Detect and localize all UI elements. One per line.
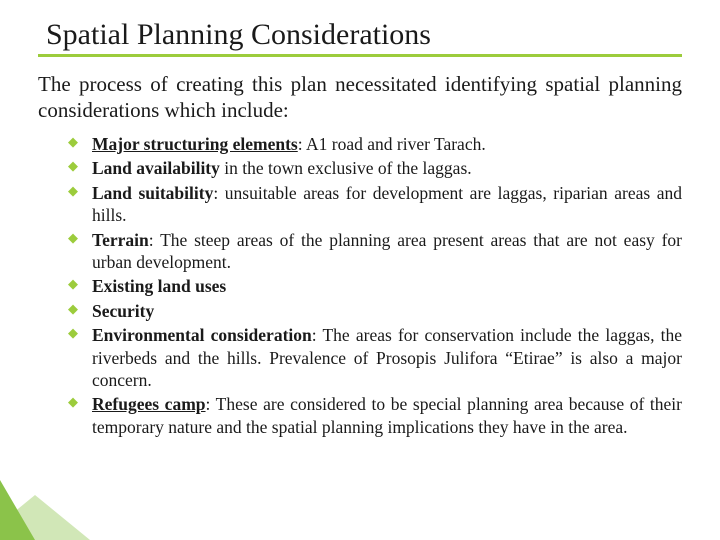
page-title: Spatial Planning Considerations (46, 18, 682, 52)
bullet-list: Major structuring elements: A1 road and … (38, 133, 682, 438)
list-item: Security (68, 300, 682, 322)
item-label: Land suitability (92, 183, 213, 203)
item-label: Terrain (92, 230, 149, 250)
item-label: Land availability (92, 158, 220, 178)
list-item: Existing land uses (68, 275, 682, 297)
title-underline (38, 54, 682, 57)
item-label: Security (92, 301, 154, 321)
list-item: Environmental consideration: The areas f… (68, 324, 682, 391)
list-item: Refugees camp: These are considered to b… (68, 393, 682, 438)
item-label: Environmental consideration (92, 325, 312, 345)
list-item: Land availability in the town exclusive … (68, 157, 682, 179)
item-rest: : A1 road and river Tarach. (298, 134, 486, 154)
list-item: Land suitability: unsuitable areas for d… (68, 182, 682, 227)
corner-decoration (0, 480, 35, 540)
item-rest: in the town exclusive of the laggas. (220, 158, 472, 178)
item-label: Major structuring elements (92, 134, 298, 154)
item-label: Existing land uses (92, 276, 226, 296)
item-label: Refugees camp (92, 394, 206, 414)
intro-text: The process of creating this plan necess… (38, 71, 682, 124)
list-item: Major structuring elements: A1 road and … (68, 133, 682, 155)
list-item: Terrain: The steep areas of the planning… (68, 229, 682, 274)
item-rest: : The steep areas of the planning area p… (92, 230, 682, 272)
